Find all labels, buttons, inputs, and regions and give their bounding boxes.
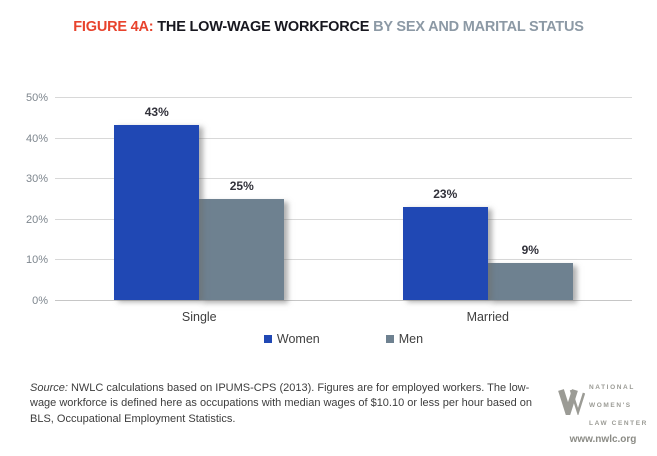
y-tick-label: 0% [32,295,48,307]
y-tick-label: 20% [25,213,48,226]
source-label: Source: [30,382,68,394]
bar-value-label: 43% [144,105,169,120]
nwlc-logo: NATIONAL WOMEN'S LAW CENTER www.nwlc.org [556,376,650,445]
gridline-30 [55,178,632,180]
gridline-10 [55,259,632,261]
source-note: Source: NWLC calculations based on IPUMS… [30,381,550,427]
y-tick-label: 50% [25,92,48,104]
bar-single-men [199,198,285,300]
gridline-0 [55,300,632,301]
logo-line-national: NATIONAL [589,384,635,391]
nwlc-logo-wordmark: NATIONAL WOMEN'S LAW CENTER [589,376,648,430]
nwlc-url: www.nwlc.org [569,434,637,445]
chart-title-main: THE LOW-WAGE WORKFORCE [157,19,374,35]
gridline-50 [55,97,632,98]
legend-swatch-men [385,335,394,343]
legend-swatch-women [263,335,272,343]
legend-label-women: Women [276,332,320,346]
bar-value-label: 9% [521,243,539,258]
y-tick-label: 30% [25,173,48,186]
bar-married-women [402,206,488,300]
bar-single-women [114,125,200,300]
gridline-40 [55,137,632,139]
y-tick-label: 10% [25,254,48,267]
logo-line-lawcenter: LAW CENTER [589,420,648,427]
legend-item-women: Women [263,332,320,346]
legend: Women Men [55,332,632,346]
nwlc-w-mark-icon [558,387,586,422]
legend-item-men: Men [385,332,424,346]
chart-title: FIGURE 4A: THE LOW-WAGE WORKFORCE BY SEX… [0,19,657,35]
gridline-20 [55,218,632,220]
chart-title-figure-number: FIGURE 4A: [73,19,158,35]
logo-line-womens: WOMEN'S [589,402,632,409]
legend-label-men: Men [398,332,424,346]
bar-value-label: 23% [433,186,458,201]
y-tick-label: 40% [25,132,48,145]
bar-married-men [487,263,573,300]
category-label-single: Single [181,310,217,324]
source-text: NWLC calculations based on IPUMS-CPS (20… [30,382,533,425]
chart-title-subtitle: BY SEX AND MARITAL STATUS [373,19,584,35]
category-label-married: Married [466,310,509,324]
bar-value-label: 25% [229,178,254,193]
plot-area: 43% 25% 23% 9% [55,97,632,301]
